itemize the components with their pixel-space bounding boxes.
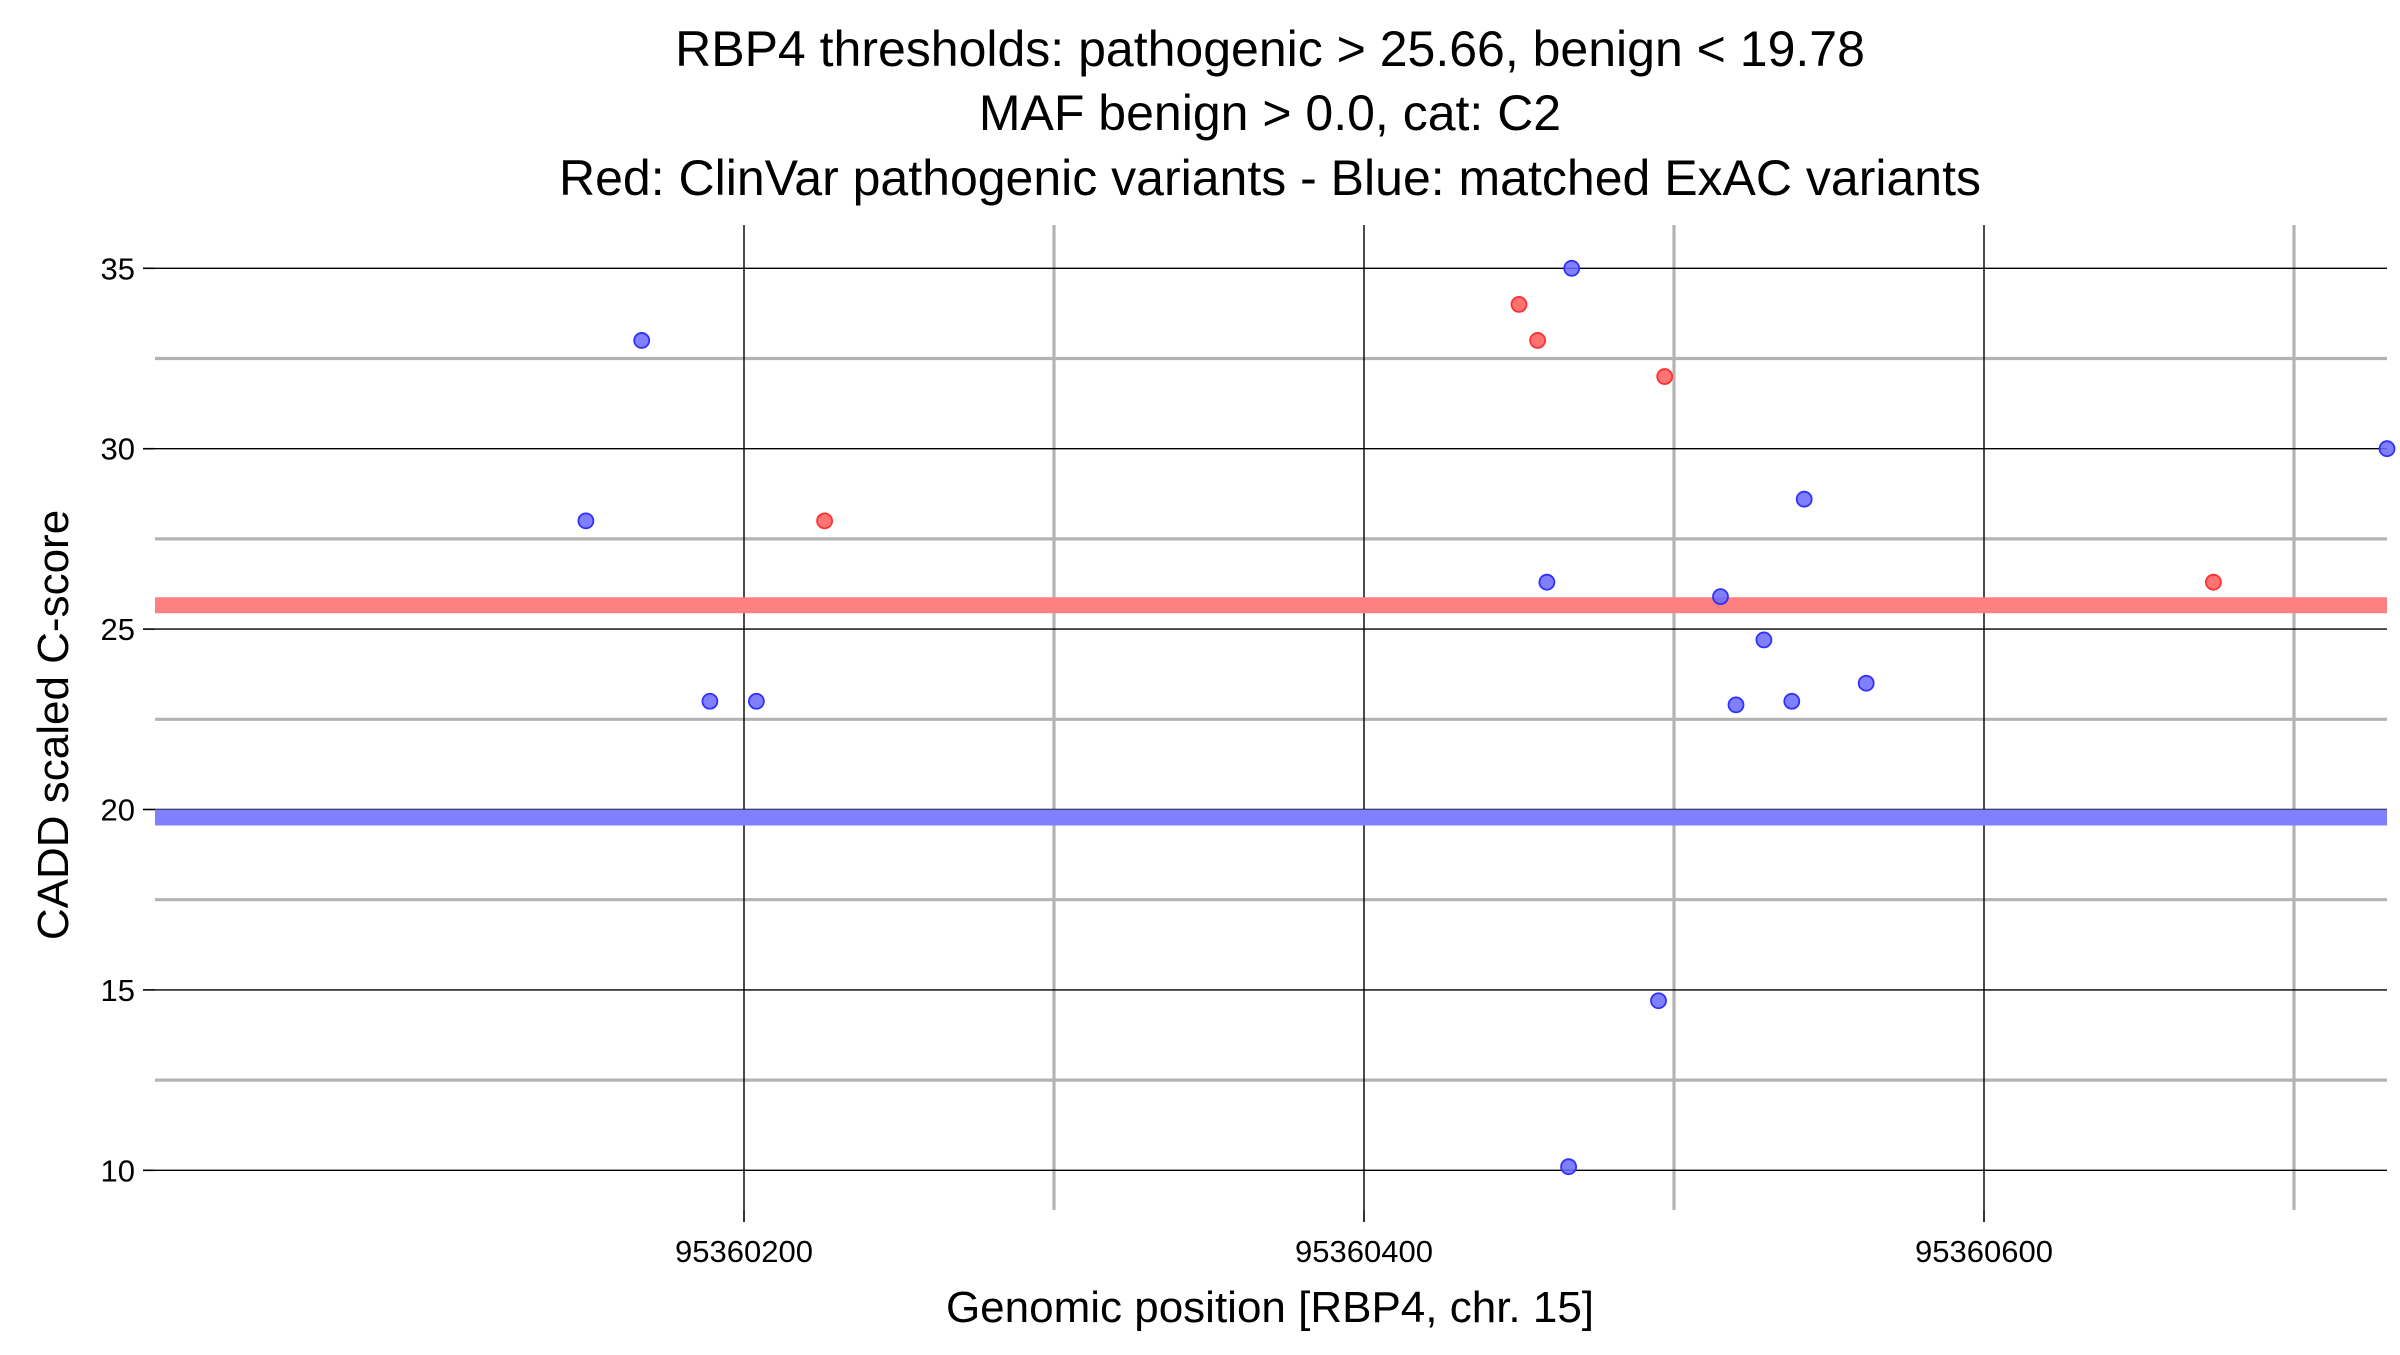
minor-gridlines xyxy=(155,225,2387,1210)
title-line-3: Red: ClinVar pathogenic variants - Blue:… xyxy=(559,150,1981,206)
x-axis-title: Genomic position [RBP4, chr. 15] xyxy=(946,1283,1594,1332)
data-points xyxy=(577,259,2396,1176)
exac-matched-point xyxy=(2378,440,2396,458)
clinvar-pathogenic-point xyxy=(1656,368,1674,385)
clinvar-pathogenic-point xyxy=(1529,332,1546,349)
exac-matched-point xyxy=(1538,573,1556,591)
x-tick-label: 95360200 xyxy=(675,1234,813,1269)
exac-matched-point xyxy=(748,692,765,710)
x-tick-label: 95360600 xyxy=(1915,1234,2053,1269)
axis-ticks: 10 15 20 25 30 35 95360200 95360400 95360600 xyxy=(101,251,2053,1269)
x-tick-label: 95360400 xyxy=(1295,1234,1433,1269)
y-tick-label: 25 xyxy=(101,612,135,647)
y-tick-label: 30 xyxy=(101,432,135,467)
exac-matched-point xyxy=(1712,588,1729,606)
exac-matched-point xyxy=(1755,631,1773,649)
exac-matched-point xyxy=(1560,1158,1577,1176)
exac-matched-point xyxy=(701,692,719,710)
exac-matched-point xyxy=(1857,674,1875,692)
chart-title: RBP4 thresholds: pathogenic > 25.66, ben… xyxy=(559,21,1981,206)
exac-matched-point xyxy=(1795,490,1813,508)
title-line-2: MAF benign > 0.0, cat: C2 xyxy=(979,85,1561,141)
y-tick-label: 35 xyxy=(101,251,135,286)
exac-matched-point xyxy=(1650,992,1667,1010)
exac-matched-point xyxy=(1727,696,1745,714)
title-line-1: RBP4 thresholds: pathogenic > 25.66, ben… xyxy=(675,21,1865,77)
exac-matched-point xyxy=(633,332,651,349)
major-gridlines xyxy=(155,225,2387,1210)
exac-matched-point xyxy=(577,512,595,530)
clinvar-pathogenic-point xyxy=(1510,295,1528,313)
exac-matched-point xyxy=(1783,692,1801,710)
clinvar-pathogenic-point xyxy=(2204,573,2222,591)
y-tick-label: 15 xyxy=(101,973,135,1008)
exac-matched-point xyxy=(1563,259,1581,277)
y-tick-label: 10 xyxy=(101,1153,135,1188)
clinvar-pathogenic-point xyxy=(816,512,833,530)
threshold-lines xyxy=(155,597,2387,826)
y-axis-title: CADD scaled C-score xyxy=(29,510,78,940)
y-tick-label: 20 xyxy=(101,793,135,828)
